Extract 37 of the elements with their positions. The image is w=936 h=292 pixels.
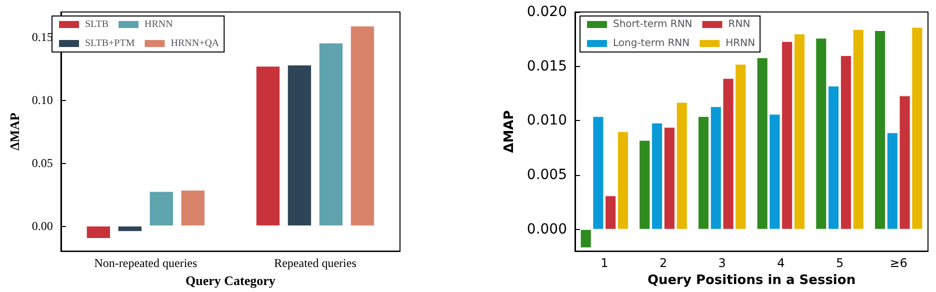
x-tick-label: ≥6 [890,256,908,270]
y-tick-label: 0.00 [32,218,53,233]
bar [350,26,375,226]
x-tick-label: Repeated queries [274,256,357,270]
bar [149,191,174,226]
bar [118,226,142,232]
legend-label: SLTB+PTM [85,38,135,49]
x-tick-label: 1 [600,256,608,270]
x-tick-label: 3 [718,256,726,270]
y-tick-label: 0.10 [32,93,53,108]
legend-label: SLTB [85,19,109,30]
x-tick-label: 2 [659,256,668,270]
bar [180,190,206,226]
bar [256,66,280,226]
x-tick-label: 5 [836,256,844,270]
x-axis-title: Query Category [186,273,276,288]
y-tick-label: 0.000 [526,221,567,238]
bar [580,229,592,248]
y-tick-label: 0.020 [526,4,567,20]
y-tick-label: 0.015 [526,58,567,74]
legend-label: Long-term RNN [613,38,690,49]
legend-label: HRNN+QA [170,38,220,49]
y-axis-title: ΔMAP [502,110,518,153]
bar [86,226,111,239]
y-tick-label: 0.05 [32,156,53,170]
x-tick-label: Non-repeated queries [94,256,198,270]
legend-label: RNN [728,19,750,30]
legend-label: Short-term RNN [613,19,692,30]
legend-label: HRNN [726,38,756,49]
y-axis-title: ΔMAP [7,112,22,150]
x-tick-label: 4 [777,256,785,270]
y-tick-label: 0.010 [526,112,567,129]
y-tick-label: 0.005 [526,167,567,184]
x-axis-title: Query Positions in a Session [647,273,856,288]
bar [287,64,312,226]
bar [318,42,344,226]
legend-label: HRNN [144,19,173,30]
